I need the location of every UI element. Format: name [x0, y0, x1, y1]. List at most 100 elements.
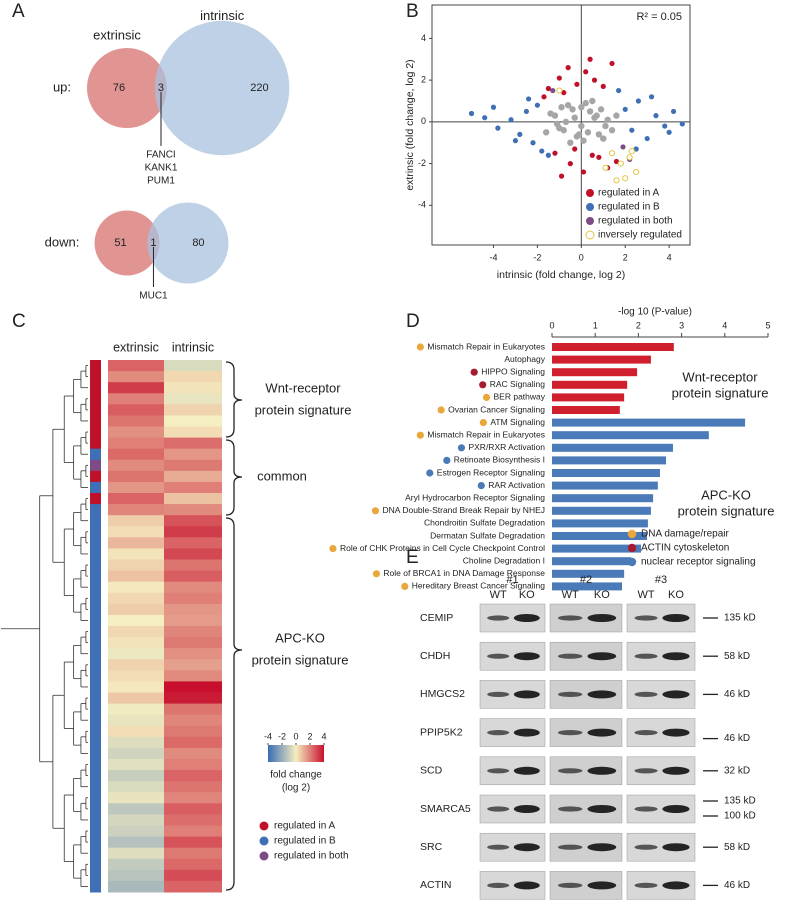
legend-label: regulated in both: [598, 216, 673, 227]
heatmap-cell: [164, 581, 222, 594]
group-cell: [90, 504, 101, 516]
category-label: Aryl Hydrocarbon Receptor Signaling: [405, 492, 545, 502]
legend-label: regulated in A: [274, 821, 335, 832]
category-dot: [329, 545, 337, 553]
category-label: Choline Degradation I: [463, 555, 545, 565]
protein-label: HMGCS2: [420, 688, 465, 700]
scatter-point: [495, 125, 501, 131]
y-tick-label: 0: [421, 116, 426, 126]
colorbar-tick-label: 2: [307, 731, 312, 741]
scatter-point: [523, 108, 530, 115]
heatmap-cell: [108, 781, 164, 793]
heatmap-cell: [164, 504, 222, 516]
legend-marker: [259, 851, 269, 861]
scatter-point: [600, 83, 606, 89]
bar: [552, 368, 638, 377]
protein-label: SRC: [420, 841, 443, 853]
brace-label: common: [257, 468, 307, 483]
band: [587, 652, 617, 661]
x-tick-label: -2: [533, 252, 541, 262]
scatter-point: [617, 160, 624, 167]
scatter-point: [558, 104, 565, 111]
category-label: RAR Activation: [488, 480, 545, 490]
gene-label: KANK1: [145, 163, 178, 174]
annotation: protein signature: [672, 385, 769, 400]
marker-label: 100 kD: [724, 811, 756, 822]
heatmap-cell: [164, 681, 222, 693]
scatter-point: [597, 106, 605, 113]
venn-row-label: down:: [45, 234, 80, 249]
scatter-point: [552, 150, 558, 156]
heatmap-cell: [108, 459, 164, 472]
replicate-label: #1: [506, 574, 518, 586]
x-tick-label: 0: [549, 320, 554, 330]
heatmap-cell: [164, 481, 222, 494]
group-cell: [90, 692, 101, 705]
scatter-point: [635, 98, 642, 104]
scatter-point: [574, 81, 580, 87]
heatmap-cell: [108, 559, 164, 572]
group-cell: [90, 415, 101, 427]
category-label: Dermatan Sulfate Degradation: [430, 530, 545, 540]
bar: [552, 418, 746, 427]
brace-label: Wnt-receptor: [265, 380, 341, 395]
heatmap-cell: [164, 437, 222, 450]
colorbar-label: fold change: [270, 770, 322, 781]
heatmap-cell: [108, 759, 164, 771]
scatter-point: [628, 147, 635, 155]
brace-label: protein signature: [255, 402, 352, 417]
category-label: Autophagy: [504, 354, 545, 364]
panel-label: E: [406, 547, 419, 568]
panel-label: D: [406, 311, 420, 332]
heatmap-cell: [164, 792, 222, 804]
heatmap-cell: [164, 459, 222, 472]
group-cell: [90, 736, 101, 749]
scatter-point: [662, 123, 668, 129]
scatter-point: [517, 131, 523, 137]
protein-label: CHDH: [420, 650, 450, 662]
bar: [552, 406, 620, 414]
legend-marker: [586, 189, 594, 197]
heatmap-cell: [108, 570, 164, 583]
heatmap-cell: [108, 847, 164, 860]
scatter-point: [622, 106, 628, 112]
category-label: PXR/RXR Activation: [468, 442, 545, 452]
marker-label: 46 kD: [724, 880, 750, 891]
scatter-point: [530, 140, 536, 146]
colorbar-tick-label: 4: [321, 731, 326, 741]
legend-marker: [259, 836, 269, 846]
band: [634, 691, 658, 698]
category-label: ATM Signaling: [490, 417, 545, 427]
scatter-point: [620, 144, 626, 150]
marker-label: 32 kD: [724, 765, 750, 776]
heatmap-cell: [108, 504, 164, 516]
band: [662, 881, 690, 890]
group-cell: [90, 747, 101, 760]
band: [662, 728, 690, 737]
bar: [552, 456, 667, 465]
gene-label: MUC1: [139, 291, 168, 302]
marker-label: 46 kD: [724, 689, 750, 700]
scatter-point: [569, 106, 576, 113]
heatmap-cell: [164, 570, 222, 583]
venn-count: 220: [250, 82, 268, 94]
scatter-point: [556, 87, 563, 94]
group-cell: [90, 847, 101, 860]
scatter-point: [580, 137, 587, 144]
heatmap-cell: [108, 858, 164, 871]
scatter-point: [589, 97, 596, 105]
heatmap-cell: [108, 869, 164, 882]
scatter-point: [616, 87, 622, 94]
legend-label: regulated in A: [598, 188, 659, 199]
bar: [552, 431, 709, 440]
band: [487, 882, 510, 889]
heatmap-cell: [164, 515, 222, 527]
scatter-point: [584, 129, 592, 136]
category-label: HIPPO Signaling: [481, 366, 545, 376]
band: [513, 728, 540, 737]
category-dot: [479, 381, 487, 389]
legend-label: inversely regulated: [598, 230, 682, 241]
bar: [552, 569, 625, 578]
band: [634, 806, 658, 812]
